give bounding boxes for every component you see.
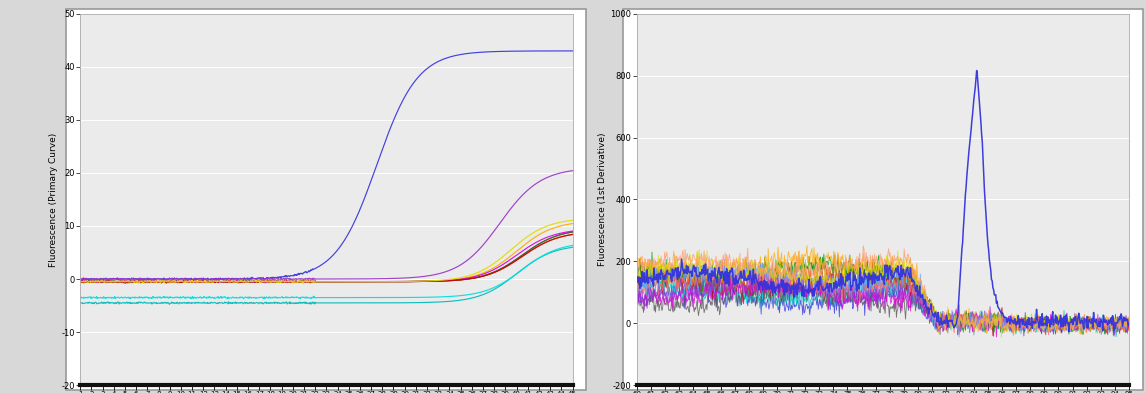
Y-axis label: Fluorescence (Primary Curve): Fluorescence (Primary Curve) [49, 132, 58, 266]
Y-axis label: Fluorescence (1st Derivative): Fluorescence (1st Derivative) [598, 133, 607, 266]
